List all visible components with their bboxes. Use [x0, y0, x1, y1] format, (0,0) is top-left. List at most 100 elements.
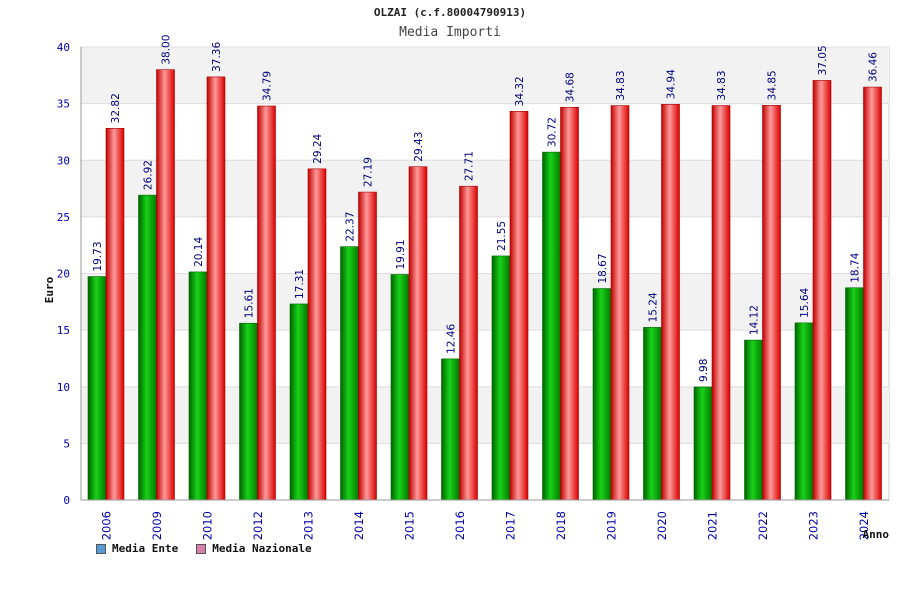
y-tick-label: 5	[63, 437, 70, 450]
data-label: 17.31	[294, 269, 306, 299]
bar-media-ente	[643, 327, 662, 501]
data-label: 37.05	[817, 45, 829, 75]
bar-media-nazionale	[560, 106, 579, 501]
data-label: 30.72	[547, 117, 559, 147]
legend-label-media-nazionale: Media Nazionale	[212, 542, 312, 555]
data-label: 34.83	[615, 70, 627, 100]
x-tick-label: 2018	[554, 511, 568, 540]
data-label: 34.85	[767, 70, 779, 100]
x-tick-label: 2009	[150, 511, 164, 540]
data-label: 22.37	[345, 212, 357, 242]
data-label: 29.24	[312, 133, 324, 163]
bar-media-ente	[289, 303, 309, 501]
x-tick-label: 2023	[806, 511, 820, 540]
data-label: 21.55	[496, 221, 508, 251]
y-tick-label: 40	[57, 41, 70, 54]
bar-media-nazionale	[762, 105, 781, 501]
bar-media-nazionale	[863, 86, 882, 501]
bar-media-nazionale	[711, 105, 731, 501]
bar-media-nazionale	[661, 104, 680, 501]
bar-media-ente	[87, 276, 107, 501]
bar-media-ente	[491, 255, 511, 501]
bar-media-nazionale	[459, 185, 478, 501]
bar-media-ente	[693, 386, 713, 501]
y-tick-label: 35	[57, 98, 70, 111]
data-label: 18.74	[850, 252, 862, 282]
chart-subtitle: Media Importi	[399, 25, 501, 40]
bar-media-ente	[340, 246, 359, 501]
x-tick-label: 2013	[301, 511, 315, 540]
legend-label-media-ente: Media Ente	[112, 542, 179, 555]
x-tick-label: 2022	[756, 511, 770, 540]
legend-swatch-media-ente	[96, 543, 106, 554]
x-tick-label: 2019	[604, 511, 618, 540]
y-tick-label: 30	[57, 154, 70, 167]
data-label: 12.46	[446, 324, 458, 354]
data-label: 32.82	[110, 93, 122, 123]
data-label: 27.19	[363, 157, 375, 187]
bar-media-ente	[390, 274, 410, 501]
bar-media-nazionale	[156, 69, 175, 501]
data-label: 15.24	[648, 292, 660, 322]
x-tick-label: 2012	[251, 511, 265, 540]
data-label: 26.92	[143, 160, 155, 190]
bar-media-nazionale	[509, 111, 529, 501]
x-tick-label: 2020	[655, 511, 669, 540]
y-tick-label: 20	[57, 268, 70, 281]
y-tick-label: 15	[57, 324, 70, 337]
bar-media-ente	[138, 194, 157, 501]
data-label: 34.94	[666, 69, 678, 99]
x-tick-label: 2016	[453, 511, 467, 540]
bar-media-nazionale	[105, 128, 125, 501]
y-tick-label: 25	[57, 211, 70, 224]
x-tick-label: 2015	[402, 511, 416, 540]
data-label: 29.43	[413, 132, 425, 162]
bar-media-ente	[794, 322, 814, 501]
data-label: 36.46	[868, 52, 880, 82]
x-tick-label: 2014	[352, 511, 366, 540]
bar-media-ente	[188, 271, 208, 501]
y-tick-label: 0	[63, 494, 70, 507]
data-label: 15.61	[244, 288, 256, 318]
bar-media-nazionale	[307, 168, 327, 501]
x-tick-label: 2021	[705, 511, 719, 540]
data-label: 34.68	[565, 72, 577, 102]
bar-media-ente	[239, 322, 258, 501]
y-axis-label: Euro	[43, 276, 56, 303]
x-axis-label: Anno	[863, 528, 890, 541]
data-label: 19.73	[92, 241, 104, 271]
x-tick-label: 2006	[99, 511, 113, 540]
data-label: 20.14	[193, 237, 205, 267]
bar-media-nazionale	[206, 76, 226, 501]
data-label: 19.91	[395, 239, 407, 269]
data-label: 14.12	[749, 305, 761, 335]
x-tick-label: 2024	[857, 511, 871, 540]
x-tick-label: 2017	[503, 511, 517, 540]
legend-swatch-media-nazionale	[196, 543, 207, 554]
legend: Media Ente Media Nazionale	[96, 542, 312, 555]
bar-media-nazionale	[610, 105, 630, 501]
data-label: 38.00	[161, 35, 173, 65]
chart-title: OLZAI (c.f.80004790913)	[373, 6, 527, 19]
data-label: 18.67	[597, 253, 609, 283]
legend-item-media-ente: Media Ente	[96, 542, 178, 555]
bar-media-ente	[441, 358, 460, 501]
data-label: 34.79	[262, 71, 274, 101]
bar-media-ente	[542, 151, 561, 501]
bar-media-ente	[592, 288, 612, 501]
bar-media-nazionale	[812, 80, 832, 501]
legend-item-media-nazionale: Media Nazionale	[196, 542, 312, 555]
data-label: 34.83	[716, 70, 728, 100]
x-tick-label: 2010	[200, 511, 214, 540]
bar-media-nazionale	[257, 105, 276, 501]
data-label: 27.71	[464, 151, 476, 181]
data-label: 9.98	[698, 359, 710, 382]
y-tick-label: 10	[57, 381, 70, 394]
bar-media-ente	[845, 287, 864, 501]
data-label: 15.64	[799, 287, 811, 317]
bar-media-nazionale	[358, 191, 377, 501]
bar-media-nazionale	[408, 166, 428, 501]
bar-media-ente	[744, 339, 763, 501]
data-label: 37.36	[211, 42, 223, 72]
